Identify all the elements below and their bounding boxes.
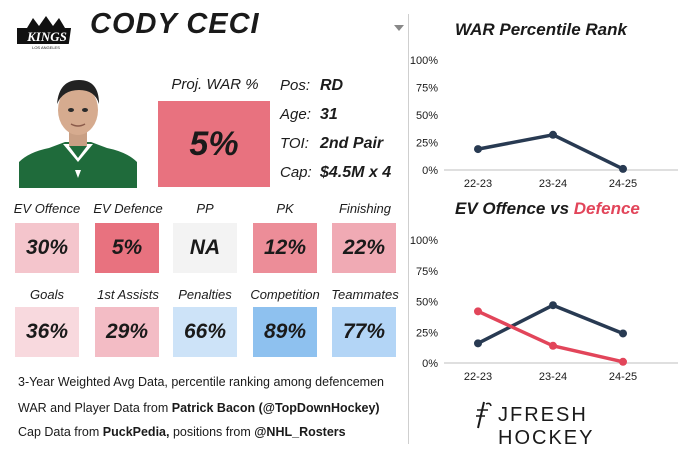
- y-tick-label: 25%: [416, 327, 438, 339]
- stat-box-pp: NA: [173, 223, 237, 273]
- stat-box-finishing: 22%: [332, 223, 396, 273]
- stat-box-teammates: 77%: [332, 307, 396, 357]
- data-point: [474, 145, 482, 154]
- x-tick-label: 22-23: [464, 178, 492, 190]
- x-tick-label: 23-24: [539, 178, 567, 190]
- x-tick-label: 24-25: [609, 178, 637, 190]
- chart-title-ev: EV Offence vs Defence: [455, 199, 640, 219]
- data-point: [549, 301, 557, 310]
- x-tick-label: 24-25: [609, 371, 637, 383]
- stat-label-pk: PK: [276, 201, 294, 216]
- data-point: [474, 339, 482, 348]
- stat-box-penalties: 66%: [173, 307, 237, 357]
- x-tick-label: 23-24: [539, 371, 567, 383]
- proj-war-value: 5%: [158, 101, 270, 187]
- footnote-positions-credit: @NHL_Rosters: [254, 425, 346, 439]
- player-photo: [19, 66, 137, 188]
- series-line: [477, 309, 624, 364]
- y-tick-label: 50%: [416, 110, 438, 122]
- footnote-cap-source: Cap Data from PuckPedia, positions from …: [18, 425, 346, 439]
- age-label: Age:: [280, 106, 311, 123]
- stat-label-competition: Competition: [250, 287, 320, 302]
- y-tick-label: 75%: [416, 83, 438, 95]
- stat-box-first-assists: 29%: [95, 307, 159, 357]
- data-point: [619, 164, 627, 173]
- stat-box-ev-defence: 5%: [95, 223, 159, 273]
- y-tick-label: 75%: [416, 266, 438, 278]
- brand-text: JFRESH HOCKEY: [498, 404, 595, 449]
- footnote-cap-mid: positions from: [169, 425, 255, 439]
- footnote-methodology: 3-Year Weighted Avg Data, percentile ran…: [18, 375, 384, 389]
- stat-label-pp: PP: [196, 201, 214, 216]
- data-point: [619, 357, 627, 366]
- brand-logo-icon: [476, 401, 492, 429]
- stat-box-pk: 12%: [253, 223, 317, 273]
- data-point: [549, 341, 557, 350]
- cap-value: $4.5M x 4: [320, 164, 392, 181]
- y-tick-label: 50%: [416, 297, 438, 309]
- y-tick-label: 0%: [422, 165, 438, 177]
- stat-box-ev-offence: 30%: [15, 223, 79, 273]
- team-logo-text: KINGS: [26, 29, 67, 44]
- footnote-war-credit: Patrick Bacon (@TopDownHockey): [171, 401, 380, 415]
- toi-value: 2nd Pair: [320, 135, 384, 152]
- data-point: [549, 130, 557, 139]
- cap-label: Cap:: [280, 164, 312, 181]
- stat-label-finishing: Finishing: [338, 201, 392, 216]
- y-tick-label: 100%: [410, 235, 438, 247]
- stat-label-teammates: Teammates: [331, 287, 399, 302]
- stat-label-ev-offence: EV Offence: [13, 201, 81, 216]
- position-value: RD: [320, 77, 344, 94]
- stat-label-penalties: Penalties: [178, 287, 232, 302]
- y-tick-label: 25%: [416, 138, 438, 150]
- chart-title-ev-part1: EV Offence vs: [455, 199, 574, 218]
- footnote-cap-credit: PuckPedia,: [102, 425, 170, 439]
- age-value: 31: [320, 106, 338, 123]
- proj-war-label: Proj. WAR %: [171, 76, 259, 93]
- brand-mark: JFRESH HOCKEY: [470, 400, 670, 449]
- data-point: [474, 307, 482, 316]
- chevron-down-icon[interactable]: [394, 25, 404, 31]
- stat-label-goals: Goals: [30, 287, 64, 302]
- team-logo: KINGS LOS ANGELES: [17, 16, 72, 50]
- x-tick-label: 22-23: [464, 371, 492, 383]
- stat-box-goals: 36%: [15, 307, 79, 357]
- team-logo-small: LOS ANGELES: [32, 45, 60, 50]
- footnote-war-prefix: WAR and Player Data from: [18, 401, 172, 415]
- footnote-war-source: WAR and Player Data from Patrick Bacon (…: [18, 401, 380, 415]
- stat-label-first-assists: 1st Assists: [97, 287, 159, 302]
- y-tick-label: 0%: [422, 358, 438, 370]
- war-percentile-chart: 0% 25% 50% 75% 100% 22-23 23-24 24-25: [410, 55, 678, 190]
- stat-box-competition: 89%: [253, 307, 317, 357]
- ev-offence-defence-chart: 0% 25% 50% 75% 100% 22-23 23-24 24-25: [410, 235, 678, 383]
- toi-label: TOI:: [280, 135, 309, 152]
- stat-label-ev-defence: EV Defence: [93, 201, 163, 216]
- series-line: [477, 303, 624, 345]
- data-point: [619, 329, 627, 338]
- chart-title-ev-part2: Defence: [573, 199, 640, 218]
- divider: [408, 14, 409, 444]
- y-tick-label: 100%: [410, 55, 438, 67]
- footnote-cap-prefix: Cap Data from: [18, 425, 103, 439]
- series-line: [477, 133, 624, 171]
- position-label: Pos:: [280, 77, 311, 94]
- player-name: CODY CECI: [90, 8, 260, 40]
- chart-title-war: WAR Percentile Rank: [455, 20, 627, 39]
